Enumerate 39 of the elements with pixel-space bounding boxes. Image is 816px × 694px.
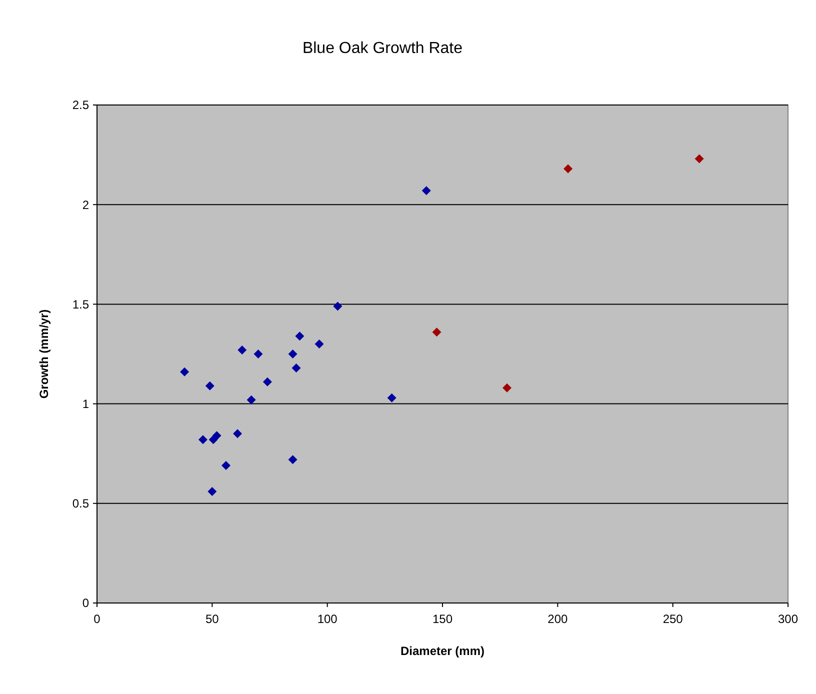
point — [246, 395, 256, 404]
y-tick-label: 0.5 — [72, 496, 90, 511]
point — [233, 429, 242, 438]
point — [292, 363, 301, 372]
x-tick-label: 50 — [205, 612, 220, 626]
y-tick-label: 2 — [82, 198, 90, 212]
x-tick-label: 200 — [548, 612, 568, 626]
x-axis-title: Diameter (mm) — [400, 644, 485, 658]
point — [238, 346, 247, 355]
point — [502, 383, 512, 392]
x-tick-label: 0 — [94, 612, 101, 626]
y-tick-label: 2.5 — [72, 98, 90, 112]
point — [314, 340, 324, 349]
point — [694, 154, 704, 164]
chart-title: Blue Oak Growth Rate — [302, 40, 463, 57]
x-tick-label: 100 — [317, 612, 338, 626]
point — [422, 186, 431, 196]
point — [180, 367, 190, 376]
point — [387, 393, 396, 402]
y-tick-label: 1 — [82, 397, 90, 411]
y-axis-title: Growth (mm/yr) — [37, 309, 51, 399]
point — [432, 328, 442, 337]
point — [205, 381, 214, 390]
point — [262, 377, 272, 386]
point — [288, 455, 298, 464]
x-tick-label: 250 — [662, 612, 684, 626]
point — [212, 431, 222, 440]
point — [295, 332, 304, 341]
point — [333, 302, 342, 311]
point — [221, 461, 230, 470]
y-tick-label: 0 — [82, 596, 90, 610]
y-tick-label: 1.5 — [72, 297, 90, 312]
point — [208, 486, 217, 496]
point — [254, 350, 263, 358]
x-tick-label: 300 — [778, 612, 798, 626]
point — [288, 350, 298, 358]
x-tick-label: 150 — [432, 612, 453, 626]
point — [198, 435, 208, 444]
point — [564, 164, 573, 174]
